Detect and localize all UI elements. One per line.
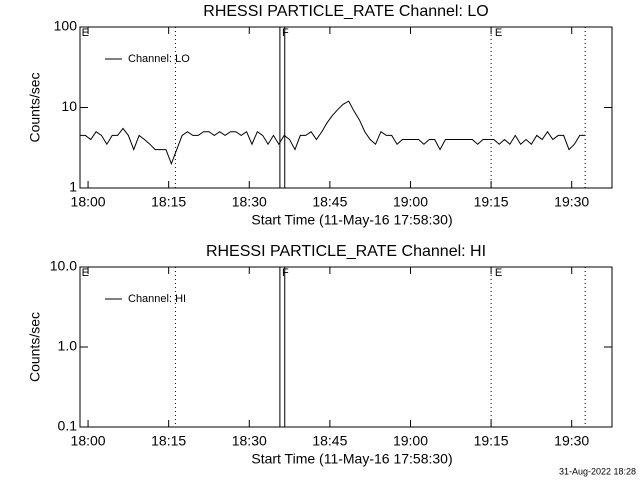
x-tick-label: 18:30 xyxy=(232,433,267,449)
x-tick-label: 19:15 xyxy=(474,433,509,449)
x-tick-label: 18:45 xyxy=(312,433,347,449)
x-tick-label: 19:15 xyxy=(474,194,509,210)
x-tick-label: 18:45 xyxy=(312,194,347,210)
annotation: F xyxy=(282,27,289,39)
x-tick-label: 18:30 xyxy=(232,194,267,210)
y-axis-label: Counts/sec xyxy=(27,72,43,142)
annotation: E xyxy=(82,27,89,39)
x-tick-label: 18:15 xyxy=(151,194,186,210)
y-tick-label: 10.0 xyxy=(50,258,77,274)
x-tick-label: 19:30 xyxy=(554,194,589,210)
x-tick-label: 18:15 xyxy=(151,433,186,449)
y-tick-label: 0.1 xyxy=(58,418,78,434)
legend-label: Channel: LO xyxy=(128,53,190,65)
x-tick-label: 19:00 xyxy=(393,433,428,449)
annotation: E xyxy=(82,267,89,279)
y-tick-label: 1.0 xyxy=(58,338,78,354)
legend-label: Channel: HI xyxy=(128,293,186,305)
x-tick-label: 18:00 xyxy=(71,194,106,210)
footer: 31-Aug-2022 18:28 xyxy=(559,466,636,476)
y-axis-label: Counts/sec xyxy=(27,312,43,382)
y-tick-label: 10 xyxy=(61,98,77,114)
chart-title: RHESSI PARTICLE_RATE Channel: HI xyxy=(206,243,486,260)
x-tick-label: 18:00 xyxy=(71,433,106,449)
data-line xyxy=(80,100,586,166)
x-axis-label: Start Time (11-May-16 17:58:30) xyxy=(251,212,452,228)
x-tick-label: 19:30 xyxy=(554,433,589,449)
y-tick-label: 100 xyxy=(54,18,78,34)
annotation: F xyxy=(282,267,289,279)
chart-title: RHESSI PARTICLE_RATE Channel: LO xyxy=(203,3,488,20)
annotation: E xyxy=(495,267,502,279)
y-tick-label: 1 xyxy=(69,179,77,195)
annotation: E xyxy=(495,27,502,39)
x-tick-label: 19:00 xyxy=(393,194,428,210)
x-axis-label: Start Time (11-May-16 17:58:30) xyxy=(251,451,452,467)
